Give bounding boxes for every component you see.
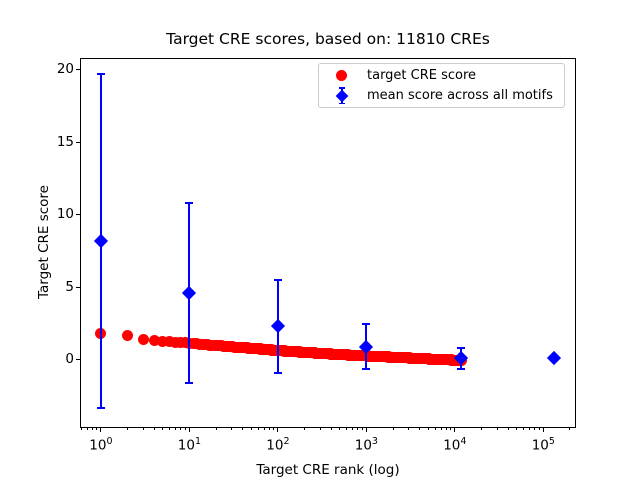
legend-red-circle-icon [319,66,365,85]
x-tick-minor [231,427,233,430]
x-tick-minor [127,427,129,430]
x-tick-minor [538,427,540,430]
y-tick-label: 5 [65,278,74,295]
x-tick-minor [263,427,265,430]
x-tick-minor [175,427,177,430]
red-dot [148,334,160,346]
x-tick-minor [534,427,536,430]
red-dot [122,329,134,341]
x-tick-minor [169,427,171,430]
mean-errorbar-cap-top [273,279,282,282]
mean-errorbar-cap-top [185,202,194,205]
x-tick-minor [184,427,186,430]
x-tick-minor [450,427,452,430]
mean-errorbar-cap-top [96,73,105,76]
red-dot [164,336,176,348]
x-tick-minor [80,427,82,430]
x-tick-minor [496,427,498,430]
x-tick-minor [408,427,410,430]
y-tick-major [76,286,80,288]
x-tick-minor [304,427,306,430]
x-tick-major [542,427,544,432]
x-tick-major [277,427,279,432]
x-tick-label: 104 [443,435,467,453]
x-tick-minor [440,427,442,430]
y-tick-label: 0 [65,351,74,368]
legend-label: target CRE score [367,68,477,83]
x-tick-minor [319,427,321,430]
mean-errorbar-cap-top [362,323,371,326]
red-dot [157,335,169,347]
x-tick-minor [142,427,144,430]
plot-area [80,57,576,428]
x-tick-minor [330,427,332,430]
x-tick-major [100,427,102,432]
x-tick-minor [361,427,363,430]
x-tick-major [188,427,190,432]
x-tick-minor [516,427,518,430]
mean-errorbar-cap-bottom [362,368,371,371]
mean-errorbar-cap-bottom [96,406,105,409]
x-axis-label: Target CRE rank (log) [256,462,400,478]
y-tick-major [76,359,80,361]
y-tick-label: 10 [56,206,74,223]
x-tick-minor [86,427,88,430]
x-tick-minor [215,427,217,430]
x-tick-minor [357,427,359,430]
x-tick-minor [257,427,259,430]
x-tick-major [454,427,456,432]
y-tick-major [76,214,80,216]
x-tick-label: 105 [531,435,555,453]
x-tick-minor [434,427,436,430]
y-tick-major [76,69,80,71]
x-tick-minor [180,427,182,430]
mean-errorbar-cap-bottom [273,371,282,374]
x-tick-minor [268,427,270,430]
x-tick-minor [507,427,509,430]
mean-errorbar-cap-bottom [185,381,194,384]
x-tick-label: 103 [354,435,378,453]
x-tick-minor [96,427,98,430]
red-dot [137,333,149,345]
x-tick-minor [419,427,421,430]
x-tick-minor [339,427,341,430]
legend: target CRE score mean score across all m… [318,63,565,108]
x-tick-minor [346,427,348,430]
x-tick-minor [529,427,531,430]
legend-blue-diamond-errorbar-icon [319,86,365,105]
legend-entry-mean-score: mean score across all motifs [319,86,564,105]
legend-label: mean score across all motifs [367,88,553,103]
x-tick-minor [445,427,447,430]
legend-entry-target-cre-score: target CRE score [319,66,564,85]
x-tick-minor [153,427,155,430]
y-axis-label: Target CRE score [36,185,52,299]
mean-errorbar-cap-bottom [457,367,466,370]
x-tick-label: 101 [177,435,202,453]
x-tick-minor [480,427,482,430]
x-tick-minor [569,427,571,430]
x-tick-label: 102 [266,435,290,453]
y-tick-major [76,141,80,143]
x-tick-minor [273,427,275,430]
x-tick-minor [250,427,252,430]
x-tick-minor [242,427,244,430]
x-tick-minor [352,427,354,430]
mean-errorbar-cap-top [457,346,466,349]
y-tick-label: 15 [56,133,74,150]
y-tick-label: 20 [56,61,74,78]
x-tick-minor [427,427,429,430]
plot-title: Target CRE scores, based on: 11810 CREs [166,30,490,48]
x-tick-minor [392,427,394,430]
x-tick-minor [91,427,93,430]
x-tick-minor [523,427,525,430]
x-tick-label: 100 [89,435,113,453]
x-tick-major [365,427,367,432]
x-tick-minor [162,427,164,430]
